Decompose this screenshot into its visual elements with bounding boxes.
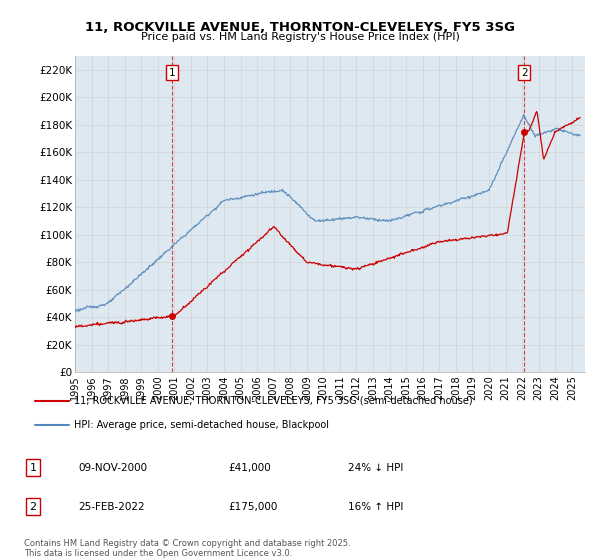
- Text: 2: 2: [521, 68, 527, 77]
- Text: 09-NOV-2000: 09-NOV-2000: [78, 463, 147, 473]
- Text: 11, ROCKVILLE AVENUE, THORNTON-CLEVELEYS, FY5 3SG: 11, ROCKVILLE AVENUE, THORNTON-CLEVELEYS…: [85, 21, 515, 34]
- Text: HPI: Average price, semi-detached house, Blackpool: HPI: Average price, semi-detached house,…: [74, 420, 329, 430]
- Text: 11, ROCKVILLE AVENUE, THORNTON-CLEVELEYS, FY5 3SG (semi-detached house): 11, ROCKVILLE AVENUE, THORNTON-CLEVELEYS…: [74, 396, 473, 406]
- Text: £175,000: £175,000: [228, 502, 277, 512]
- Text: £41,000: £41,000: [228, 463, 271, 473]
- Text: Contains HM Land Registry data © Crown copyright and database right 2025.
This d: Contains HM Land Registry data © Crown c…: [24, 539, 350, 558]
- Text: 16% ↑ HPI: 16% ↑ HPI: [348, 502, 403, 512]
- Text: 1: 1: [29, 463, 37, 473]
- Text: 2: 2: [29, 502, 37, 512]
- Text: Price paid vs. HM Land Registry's House Price Index (HPI): Price paid vs. HM Land Registry's House …: [140, 32, 460, 43]
- Text: 24% ↓ HPI: 24% ↓ HPI: [348, 463, 403, 473]
- Text: 25-FEB-2022: 25-FEB-2022: [78, 502, 145, 512]
- Text: 1: 1: [169, 68, 176, 77]
